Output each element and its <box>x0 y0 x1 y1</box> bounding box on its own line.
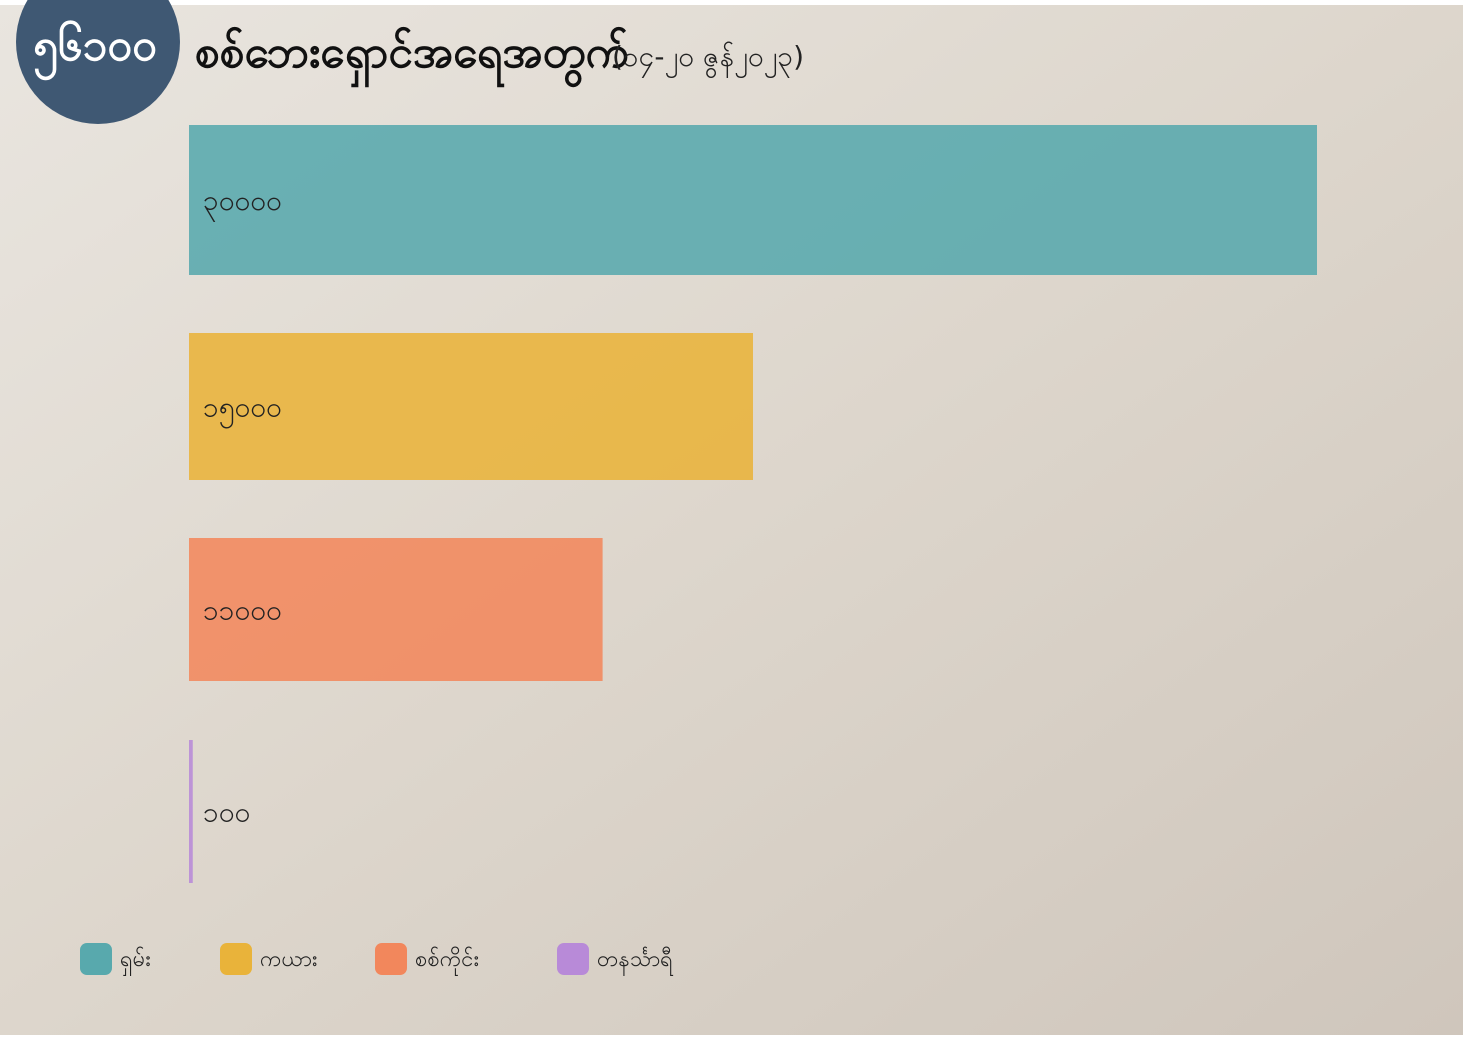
bar <box>189 125 1317 275</box>
data-label: ၃၀၀၀၀ <box>203 184 282 223</box>
data-label: ၁၅၀၀၀ <box>203 391 282 430</box>
chart-subtitle: (၁၄-၂၀ ဇွန်၂၀၂၃) <box>612 39 804 79</box>
chart-title: စစ်ဘေးရှောင်အရေအတွက် <box>195 27 629 88</box>
legend-swatch <box>375 943 407 975</box>
legend-label: ရှမ်း <box>120 946 151 977</box>
legend-label: တနင်္သာရီ <box>597 946 673 976</box>
data-label: ၁၀၀ <box>203 796 250 829</box>
bar <box>189 333 753 480</box>
data-label: ၁၁၀၀၀ <box>203 594 282 627</box>
legend-swatch <box>220 943 252 975</box>
badge-text: ၅၆၁၀၀ <box>33 20 157 81</box>
legend-swatch <box>80 943 112 975</box>
legend-label: ကယား <box>260 947 318 972</box>
badge-circle <box>16 0 180 124</box>
legend-label: စစ်ကိုင်း <box>415 946 479 976</box>
legend-swatch <box>557 943 589 975</box>
bar <box>189 538 603 681</box>
bar <box>189 740 193 883</box>
